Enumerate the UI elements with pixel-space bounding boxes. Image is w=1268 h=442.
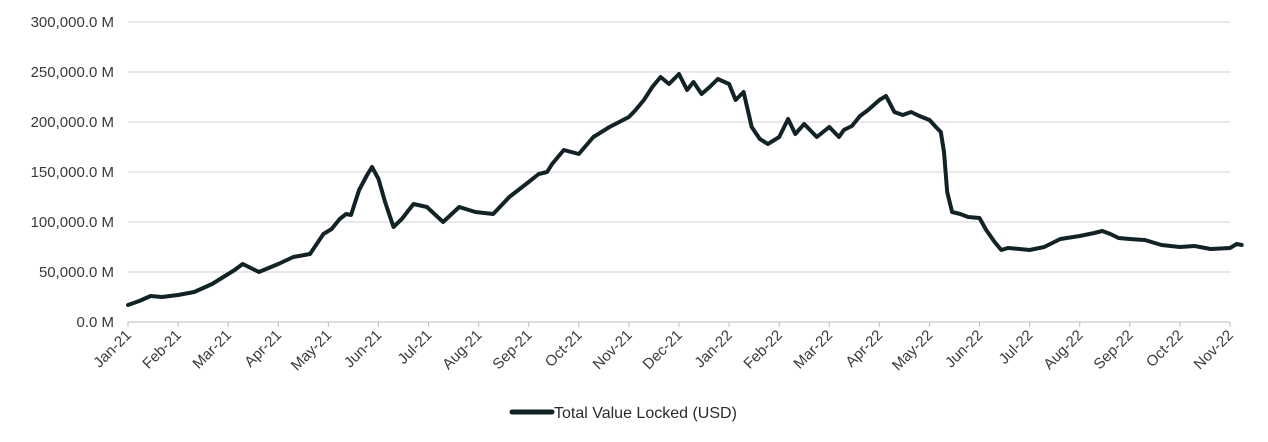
x-tick-label: Apr-22 [842, 327, 886, 371]
y-tick-label: 200,000.0 M [31, 114, 114, 131]
series-line [126, 72, 1244, 307]
x-tick-label: Oct-21 [542, 327, 586, 371]
y-tick-label: 300,000.0 M [31, 14, 114, 31]
y-tick-label: 150,000.0 M [31, 164, 114, 181]
gridlines [128, 21, 1230, 273]
x-tick-label: Jun-22 [942, 327, 986, 371]
x-tick-label: May-21 [288, 327, 335, 374]
x-tick-label: Nov-21 [590, 327, 636, 373]
x-tick-label: Apr-21 [241, 327, 285, 371]
x-tick-label: Sep-22 [1090, 327, 1136, 373]
x-tick-label: Feb-21 [139, 327, 185, 373]
x-tick-label: Jan-22 [691, 327, 735, 371]
x-tick-label: May-22 [889, 327, 936, 374]
x-tick-label: Jun-21 [341, 327, 385, 371]
x-tick-label: Oct-22 [1143, 327, 1187, 371]
x-tick-label: Mar-22 [790, 327, 836, 373]
x-tick-label: Dec-21 [640, 327, 686, 373]
x-tick-label: Feb-22 [740, 327, 786, 373]
legend-label: Total Value Locked (USD) [554, 405, 737, 422]
y-tick-label: 250,000.0 M [31, 64, 114, 81]
x-tick-label: Aug-22 [1040, 327, 1086, 373]
x-tick-label: Nov-22 [1191, 327, 1237, 373]
legend: Total Value Locked (USD) [509, 405, 737, 422]
x-tick-label: Jul-22 [996, 327, 1037, 368]
x-axis-tick-labels: Jan-21 Feb-21 Mar-21 Apr-21 May-21 Jun-21 Jul-… [90, 322, 1237, 374]
y-axis-tick-labels: 0.0 M 50,000.0 M 100,000.0 M 150,000.0 M 200… [31, 14, 114, 331]
x-tick-label: Jul-21 [394, 327, 435, 368]
y-tick-label: 50,000.0 M [39, 264, 114, 281]
x-tick-label: Aug-21 [439, 327, 485, 373]
x-tick-label: Jan-21 [90, 327, 134, 371]
series-layer [126, 72, 1244, 307]
x-tick-label: Mar-21 [189, 327, 235, 373]
y-tick-label: 100,000.0 M [31, 214, 114, 231]
x-tick-label: Sep-21 [489, 327, 535, 373]
y-tick-label: 0.0 M [76, 314, 114, 331]
